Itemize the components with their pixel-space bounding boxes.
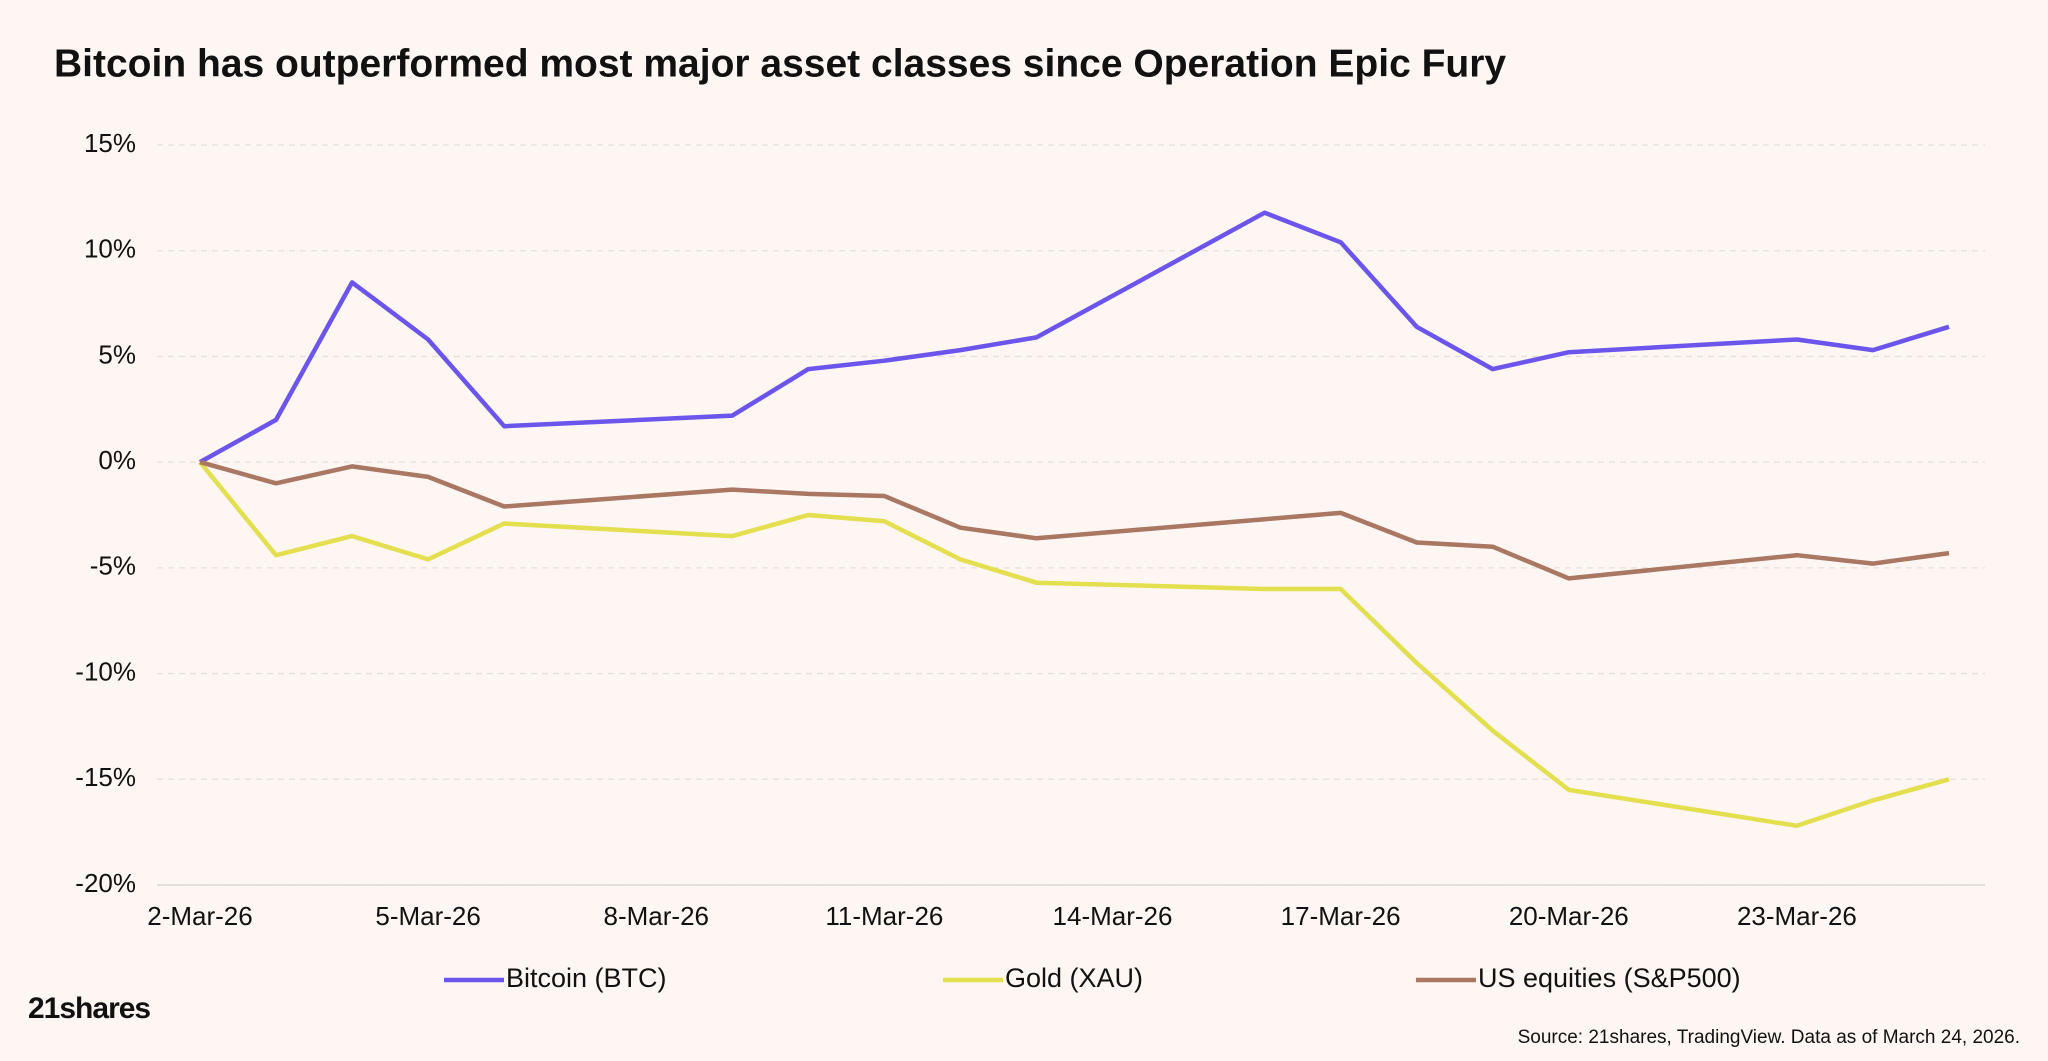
series-line xyxy=(199,459,1950,581)
y-tick-label: 10% xyxy=(84,234,136,264)
y-tick-label: -15% xyxy=(75,762,136,792)
legend-label: Gold (XAU) xyxy=(1005,963,1143,993)
x-tick-label: 11-Mar-26 xyxy=(825,901,943,931)
series-line xyxy=(198,210,1950,465)
series-line xyxy=(198,460,1950,829)
legend-label: US equities (S&P500) xyxy=(1478,963,1741,993)
x-tick-label: 14-Mar-26 xyxy=(1053,901,1173,931)
y-tick-label: 15% xyxy=(84,128,136,158)
x-tick-label: 2-Mar-26 xyxy=(147,901,252,931)
x-tick-label: 20-Mar-26 xyxy=(1509,901,1629,931)
y-tick-label: 0% xyxy=(98,445,136,475)
chart-title: Bitcoin has outperformed most major asse… xyxy=(54,42,1506,85)
legend-label: Bitcoin (BTC) xyxy=(506,963,667,993)
x-tick-label: 5-Mar-26 xyxy=(375,901,480,931)
x-tick-label: 17-Mar-26 xyxy=(1281,901,1401,931)
x-tick-label: 8-Mar-26 xyxy=(604,901,709,931)
source-note: Source: 21shares, TradingView. Data as o… xyxy=(1518,1027,2020,1048)
y-tick-label: -20% xyxy=(75,868,136,898)
y-tick-label: -5% xyxy=(90,551,136,581)
x-tick-label: 23-Mar-26 xyxy=(1737,901,1857,931)
y-tick-label: 5% xyxy=(98,339,136,369)
logo: 21shares xyxy=(28,992,150,1025)
y-tick-label: -10% xyxy=(75,656,136,686)
